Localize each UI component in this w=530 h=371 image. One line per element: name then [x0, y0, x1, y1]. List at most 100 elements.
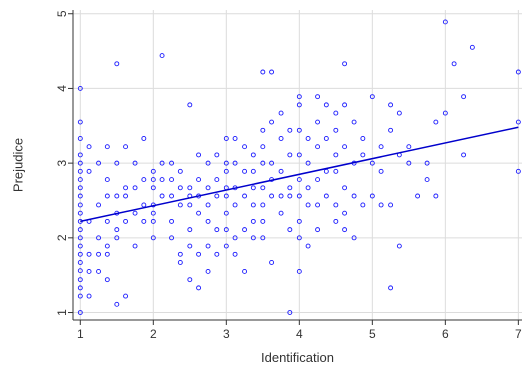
data-point: [333, 202, 339, 208]
data-point: [424, 177, 430, 183]
data-point: [169, 177, 175, 183]
data-point: [515, 168, 521, 174]
data-point: [296, 235, 302, 241]
data-point: [515, 69, 521, 75]
data-point: [415, 193, 421, 199]
data-point: [150, 210, 156, 216]
data-point: [315, 94, 321, 100]
data-point: [77, 243, 83, 249]
data-point: [96, 202, 102, 208]
data-point: [177, 251, 183, 257]
data-point: [442, 19, 448, 25]
data-point: [141, 136, 147, 141]
data-point: [159, 193, 165, 199]
data-point: [250, 202, 256, 208]
data-point: [232, 235, 238, 241]
data-point: [250, 235, 256, 241]
data-point: [260, 218, 266, 224]
data-point: [333, 127, 339, 133]
data-point: [77, 285, 83, 291]
data-point: [242, 193, 248, 199]
data-point: [278, 210, 284, 216]
data-point: [433, 119, 439, 125]
data-point: [296, 193, 302, 199]
data-point: [250, 185, 256, 191]
x-axis-title: Identification: [261, 350, 334, 365]
data-point: [86, 168, 92, 174]
data-point: [205, 185, 211, 191]
data-point: [305, 160, 311, 166]
data-point: [296, 152, 302, 158]
data-point: [159, 177, 165, 183]
x-tick-label: 6: [442, 327, 449, 341]
data-points: [77, 19, 521, 315]
axes: [68, 10, 522, 325]
data-point: [242, 268, 248, 274]
data-point: [86, 251, 92, 257]
data-point: [77, 177, 83, 183]
data-point: [369, 193, 375, 199]
data-point: [77, 310, 83, 315]
data-point: [388, 102, 394, 108]
x-tick-label: 7: [515, 327, 522, 341]
data-point: [360, 202, 366, 208]
data-point: [296, 102, 302, 108]
data-point: [150, 218, 156, 224]
data-point: [123, 218, 129, 224]
data-point: [223, 136, 229, 141]
data-point: [86, 293, 92, 299]
data-point: [86, 268, 92, 274]
data-point: [260, 69, 266, 75]
data-point: [260, 160, 266, 166]
data-point: [77, 277, 83, 283]
data-point: [104, 277, 110, 283]
data-point: [232, 251, 238, 257]
data-point: [96, 251, 102, 257]
data-point: [287, 152, 293, 158]
data-point: [260, 127, 266, 133]
data-point: [114, 227, 120, 233]
data-point: [305, 136, 311, 141]
data-point: [77, 227, 83, 233]
data-point: [169, 193, 175, 199]
data-point: [177, 202, 183, 208]
data-point: [196, 251, 202, 257]
data-point: [141, 177, 147, 183]
data-point: [305, 243, 311, 249]
data-point: [77, 210, 83, 216]
data-point: [515, 119, 521, 125]
data-point: [223, 168, 229, 174]
data-point: [214, 251, 220, 257]
y-tick-label: 4: [55, 85, 69, 92]
data-point: [205, 218, 211, 224]
data-point: [114, 160, 120, 166]
data-point: [369, 160, 375, 166]
data-point: [141, 202, 147, 208]
data-point: [77, 160, 83, 166]
data-point: [177, 185, 183, 191]
data-point: [342, 185, 348, 191]
data-point: [260, 185, 266, 191]
y-tick-label: 1: [55, 309, 69, 316]
y-tick-labels: 1 2 3 4 5: [55, 10, 69, 316]
data-point: [150, 185, 156, 191]
data-point: [333, 218, 339, 224]
data-point: [278, 168, 284, 174]
data-point: [250, 168, 256, 174]
data-point: [260, 144, 266, 150]
data-point: [296, 268, 302, 274]
data-point: [296, 177, 302, 183]
data-point: [342, 227, 348, 233]
data-point: [132, 160, 138, 166]
data-point: [205, 243, 211, 249]
data-point: [315, 119, 321, 125]
data-point: [223, 227, 229, 233]
data-point: [187, 243, 193, 249]
data-point: [269, 260, 275, 265]
data-point: [77, 168, 83, 174]
data-point: [296, 218, 302, 224]
data-point: [360, 152, 366, 158]
data-point: [86, 144, 92, 150]
data-point: [250, 152, 256, 158]
